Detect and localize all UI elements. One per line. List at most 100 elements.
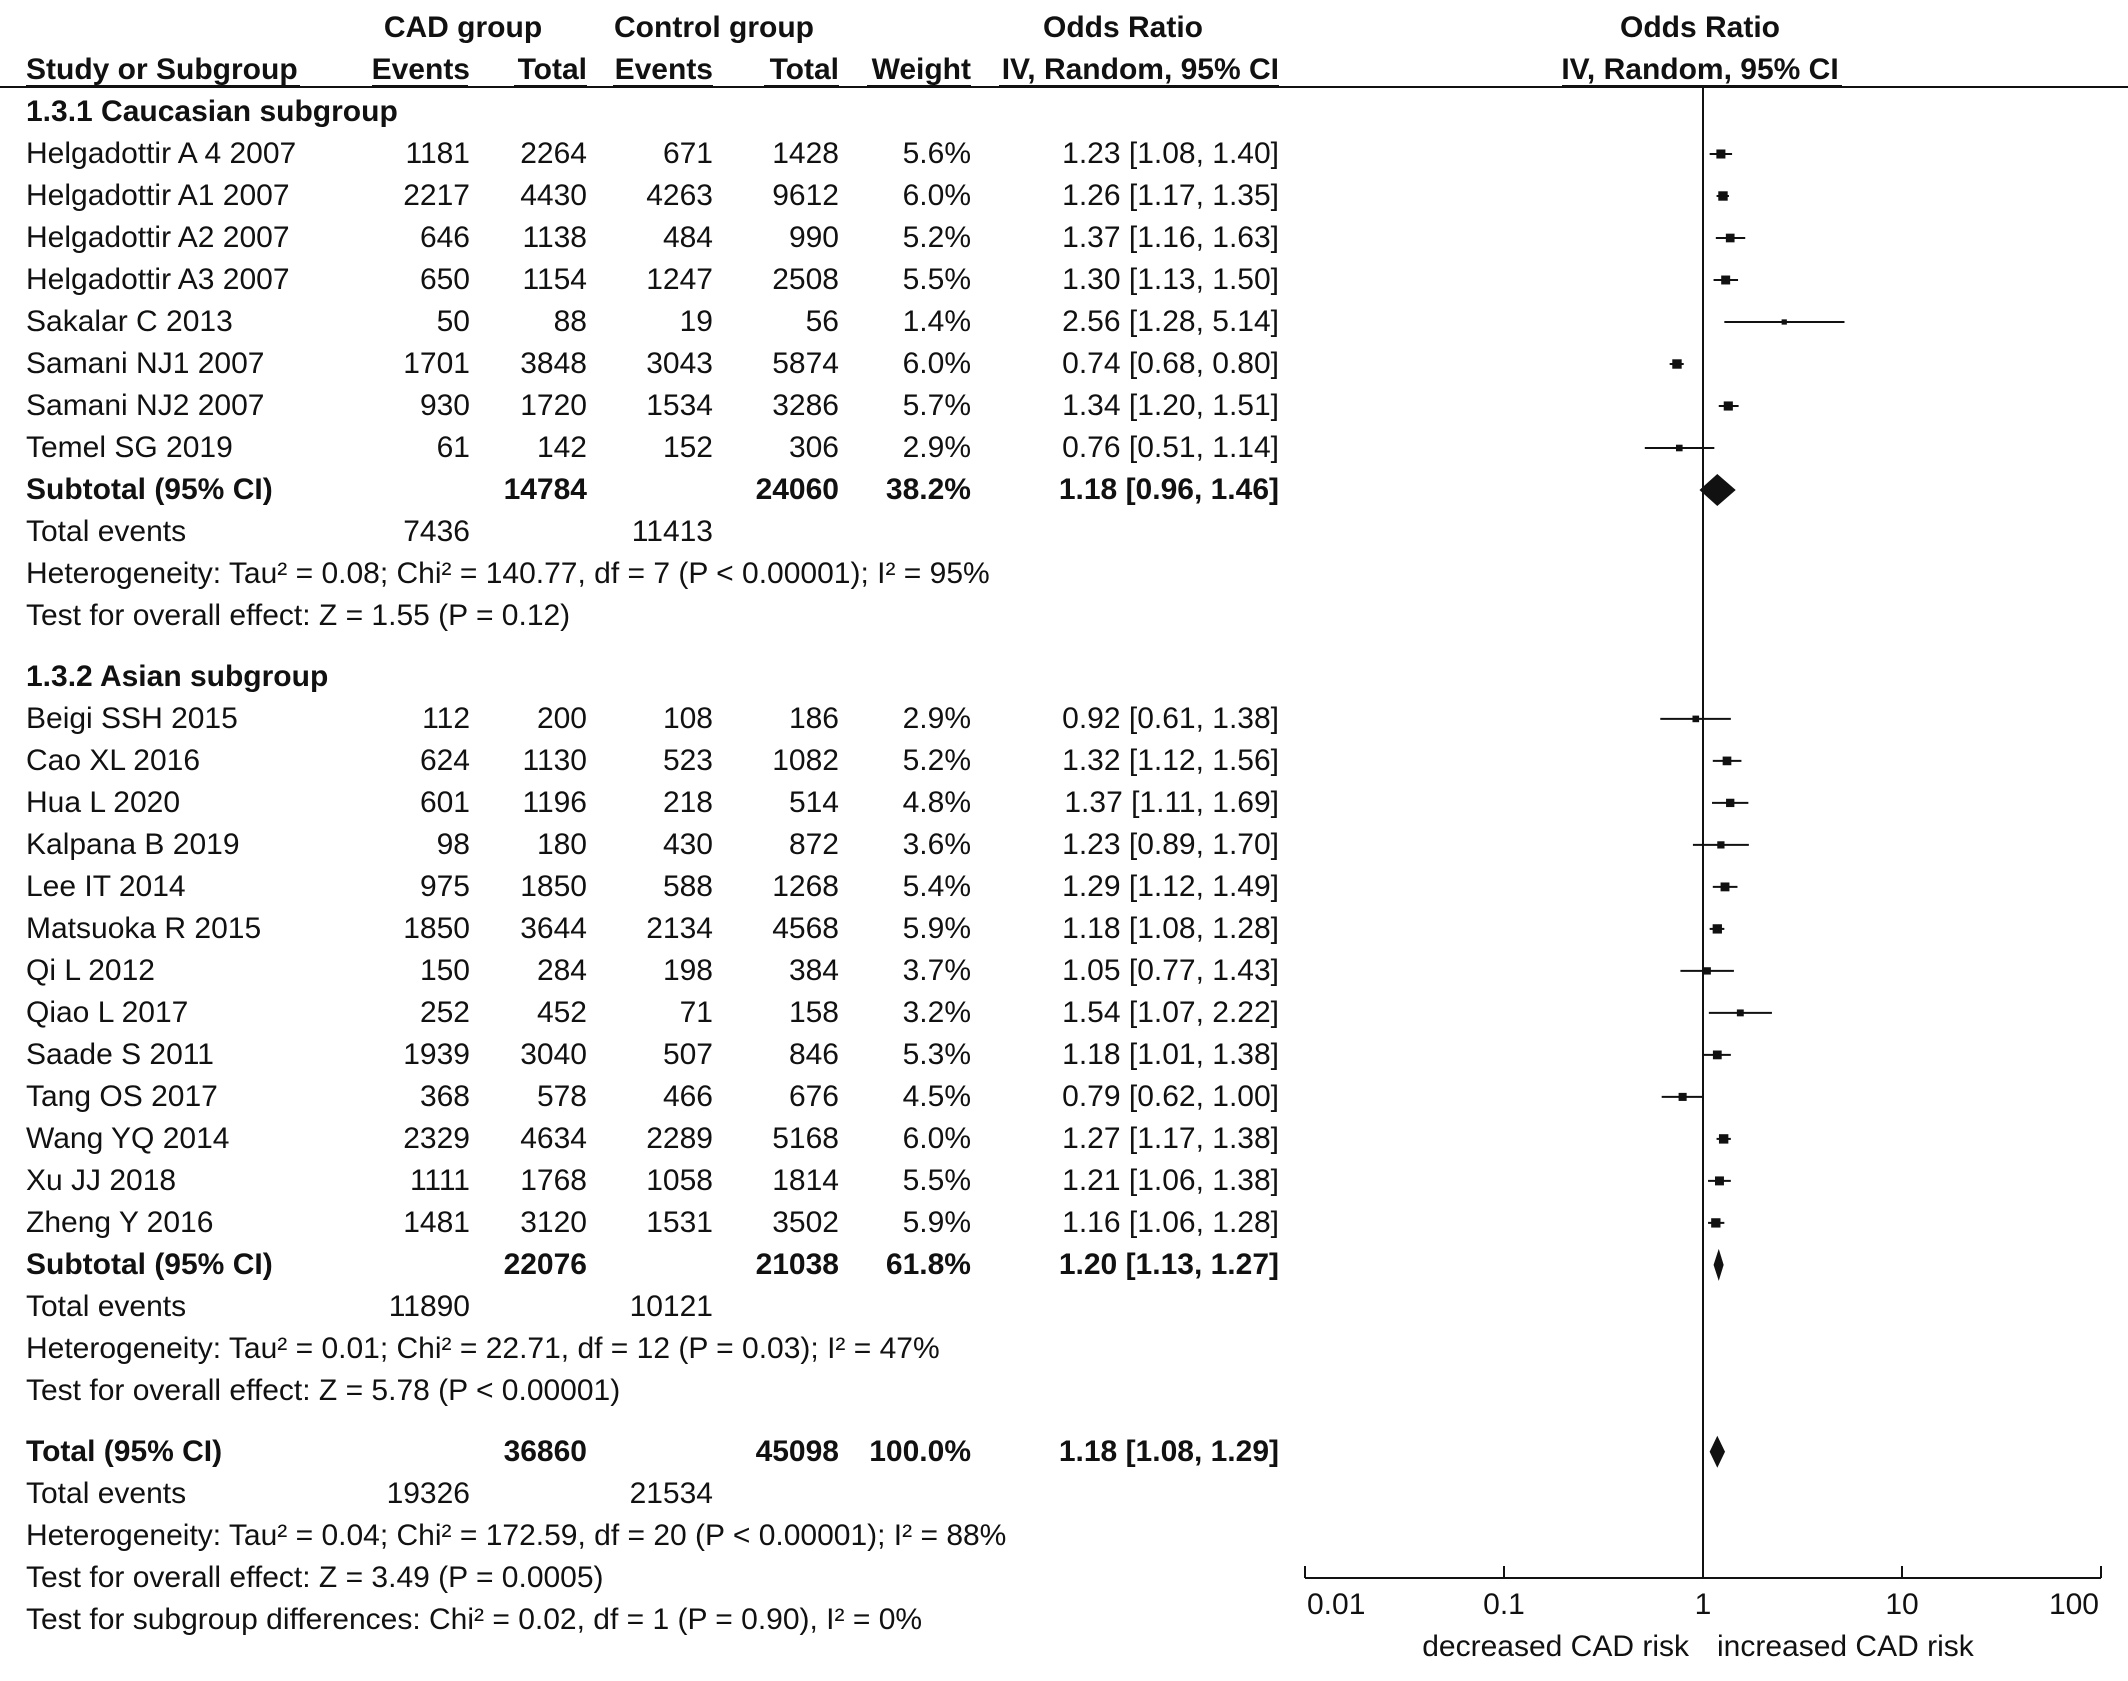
study-total-cad: 1196 (522, 785, 587, 819)
study-events-cad: 646 (419, 221, 470, 254)
header-underline (613, 85, 713, 86)
study-weight: 5.6% (902, 137, 971, 170)
study-odds-ratio-ci: 0.92 [0.61, 1.38] (1062, 701, 1279, 735)
header-odds-ratio-right: Odds Ratio (1619, 11, 1780, 44)
study-name: Qi L 2012 (26, 953, 155, 987)
study-odds-ratio-ci: 0.74 [0.68, 0.80] (1062, 347, 1279, 380)
study-events-control: 71 (679, 995, 713, 1029)
x-tick-label: 10 (1885, 1588, 1918, 1621)
study-name: Tang OS 2017 (26, 1079, 218, 1113)
total-events-label: Total events (26, 515, 187, 548)
study-events-cad: 1481 (403, 1205, 470, 1239)
subgroup-differences-text: Test for subgroup differences: Chi² = 0.… (26, 1602, 923, 1636)
subtotal-weight: 38.2% (885, 473, 971, 506)
study-total-control: 846 (788, 1037, 839, 1071)
subtotal-total-control: 24060 (755, 473, 839, 506)
total-total-control: 45098 (755, 1434, 839, 1468)
study-events-control: 218 (662, 785, 713, 819)
subtotal-label: Subtotal (95% CI) (26, 1247, 273, 1281)
overall-effect-text: Test for overall effect: Z = 5.78 (P < 0… (26, 1373, 621, 1407)
study-weight: 3.6% (902, 827, 971, 861)
study-events-control: 671 (662, 137, 713, 170)
study-events-control: 1531 (646, 1205, 713, 1239)
study-events-cad: 930 (419, 389, 470, 422)
study-total-control: 1814 (772, 1163, 839, 1197)
header-underline (372, 85, 468, 86)
header-total-control: Total (769, 53, 839, 86)
study-total-control: 2508 (772, 263, 839, 296)
study-point-estimate (1675, 444, 1683, 452)
study-name: Helgadottir A 4 2007 (26, 137, 297, 170)
study-total-control: 514 (788, 785, 839, 819)
study-weight: 1.4% (902, 305, 971, 338)
study-name: Samani NJ2 2007 (26, 389, 265, 422)
study-events-control: 2289 (646, 1121, 713, 1155)
study-events-control: 2134 (646, 911, 713, 945)
study-total-control: 5168 (772, 1121, 839, 1155)
study-odds-ratio-ci: 1.21 [1.06, 1.38] (1062, 1163, 1279, 1197)
study-odds-ratio-ci: 1.16 [1.06, 1.28] (1062, 1205, 1279, 1239)
study-name: Helgadottir A3 2007 (26, 263, 290, 296)
study-name: Hua L 2020 (26, 785, 181, 819)
study-weight: 6.0% (902, 179, 971, 212)
pooled-diamond (1713, 1248, 1724, 1281)
study-point-estimate (1712, 1050, 1722, 1060)
total-events-label: Total events (26, 1289, 187, 1323)
study-name: Samani NJ1 2007 (26, 347, 265, 380)
study-name: Kalpana B 2019 (26, 827, 240, 861)
study-events-cad: 975 (419, 869, 470, 903)
study-point-estimate (1720, 882, 1730, 892)
study-point-estimate (1726, 798, 1735, 808)
study-odds-ratio-ci: 1.54 [1.07, 2.22] (1062, 995, 1279, 1029)
pooled-diamond (1709, 1435, 1726, 1468)
study-point-estimate (1717, 841, 1725, 849)
study-events-control: 152 (662, 431, 713, 464)
study-total-control: 4568 (772, 911, 839, 945)
study-total-control: 676 (788, 1079, 839, 1113)
study-total-control: 1428 (772, 137, 839, 170)
subgroup-title: 1.3.1 Caucasian subgroup (26, 95, 398, 128)
study-point-estimate (1725, 233, 1735, 243)
study-point-estimate (1718, 191, 1728, 201)
study-events-cad: 1701 (403, 347, 470, 380)
study-events-cad: 1181 (405, 137, 470, 170)
study-total-cad: 3644 (520, 911, 587, 945)
header-underline (514, 85, 587, 86)
study-total-control: 306 (788, 431, 839, 464)
subtotal-odds-ratio-ci: 1.20 [1.13, 1.27] (1058, 1247, 1279, 1281)
study-total-cad: 4430 (520, 179, 587, 212)
heterogeneity-text: Heterogeneity: Tau² = 0.01; Chi² = 22.71… (26, 1331, 940, 1365)
study-point-estimate (1721, 275, 1731, 285)
study-total-cad: 1720 (520, 389, 587, 422)
study-weight: 6.0% (902, 347, 971, 380)
study-point-estimate (1736, 1009, 1744, 1017)
study-point-estimate (1718, 1134, 1729, 1144)
study-total-cad: 1768 (520, 1163, 587, 1197)
header-underline (764, 85, 839, 86)
study-total-control: 5874 (772, 347, 839, 380)
study-events-control: 198 (662, 953, 713, 987)
study-events-cad: 1850 (403, 911, 470, 945)
study-point-estimate (1703, 967, 1711, 975)
study-total-control: 384 (788, 953, 839, 987)
total-events-cad: 11890 (388, 1289, 470, 1323)
header-rule (0, 86, 2128, 88)
study-odds-ratio-ci: 1.23 [0.89, 1.70] (1062, 827, 1279, 861)
study-total-cad: 452 (536, 995, 587, 1029)
study-events-control: 1058 (646, 1163, 713, 1197)
overall-effect-text: Test for overall effect: Z = 1.55 (P = 0… (26, 599, 571, 632)
study-name: Helgadottir A2 2007 (26, 221, 290, 254)
x-tick-label: 0.01 (1307, 1588, 1365, 1621)
study-total-control: 186 (788, 701, 839, 735)
study-name: Lee IT 2014 (26, 869, 186, 903)
study-point-estimate (1723, 401, 1733, 411)
overall-total-events-label: Total events (26, 1476, 187, 1510)
study-events-control: 523 (662, 743, 713, 777)
study-weight: 5.2% (902, 221, 971, 254)
subtotal-odds-ratio-ci: 1.18 [0.96, 1.46] (1058, 473, 1279, 506)
study-odds-ratio-ci: 0.76 [0.51, 1.14] (1062, 431, 1279, 464)
x-tick-label: 1 (1695, 1588, 1712, 1621)
study-odds-ratio-ci: 1.26 [1.17, 1.35] (1062, 179, 1279, 212)
study-point-estimate (1678, 1092, 1687, 1101)
study-events-control: 19 (679, 305, 713, 338)
